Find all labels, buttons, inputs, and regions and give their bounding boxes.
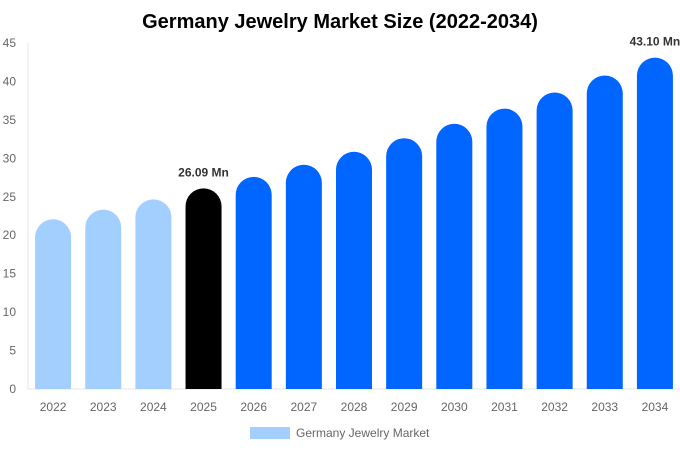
bar-2027[interactable] [285, 164, 322, 389]
y-tick-label: 25 [3, 190, 17, 204]
bars [35, 57, 673, 390]
x-tick-label: 2025 [190, 400, 217, 414]
x-tick-label: 2029 [391, 400, 418, 414]
bar-2023[interactable] [85, 209, 122, 389]
y-tick-label: 10 [3, 305, 17, 319]
bar-2031[interactable] [486, 108, 523, 389]
bar-2030[interactable] [436, 123, 473, 389]
x-tick-label: 2023 [90, 400, 117, 414]
data-labels: 26.09 Mn 43.10 Mn [178, 35, 680, 180]
x-tick-label: 2033 [591, 400, 618, 414]
bar-2028[interactable] [336, 151, 372, 389]
y-tick-label: 40 [3, 74, 17, 88]
bar-2029[interactable] [386, 138, 423, 389]
x-tick-label: 2034 [642, 400, 669, 414]
x-tick-label: 2032 [541, 400, 568, 414]
x-tick-label: 2026 [240, 400, 267, 414]
y-tick-label: 35 [3, 113, 17, 127]
x-tick-label: 2031 [491, 400, 518, 414]
y-tick-label: 5 [9, 344, 16, 358]
x-tick-label: 2030 [441, 400, 468, 414]
y-tick-label: 30 [3, 151, 17, 165]
y-tick-label: 0 [9, 382, 16, 396]
x-tick-label: 2028 [341, 400, 368, 414]
x-axis: 2022 2023 2024 2025 2026 2027 2028 2029 2030 2031… [28, 388, 680, 414]
x-tick-label: 2022 [40, 400, 67, 414]
legend-swatch [250, 427, 290, 439]
bar-2026[interactable] [235, 176, 272, 389]
y-axis: 0 5 10 15 20 25 30 35 40 45 [3, 36, 29, 396]
bar-2034[interactable] [636, 57, 673, 389]
data-label-2034: 43.10 Mn [630, 35, 680, 49]
bar-2022[interactable] [35, 219, 72, 389]
y-tick-label: 20 [3, 228, 17, 242]
chart-title: Germany Jewelry Market Size (2022-2034) [142, 11, 538, 33]
bar-2032[interactable] [536, 92, 573, 389]
y-tick-label: 45 [3, 36, 17, 50]
x-tick-label: 2027 [290, 400, 317, 414]
bar-2024[interactable] [135, 199, 172, 389]
data-label-2025: 26.09 Mn [178, 165, 229, 179]
bar-2033[interactable] [586, 75, 623, 390]
y-tick-label: 15 [3, 267, 17, 281]
bar-2025[interactable] [185, 188, 222, 389]
legend[interactable]: Germany Jewelry Market [250, 426, 430, 440]
x-tick-label: 2024 [140, 400, 167, 414]
legend-label: Germany Jewelry Market [296, 426, 430, 440]
